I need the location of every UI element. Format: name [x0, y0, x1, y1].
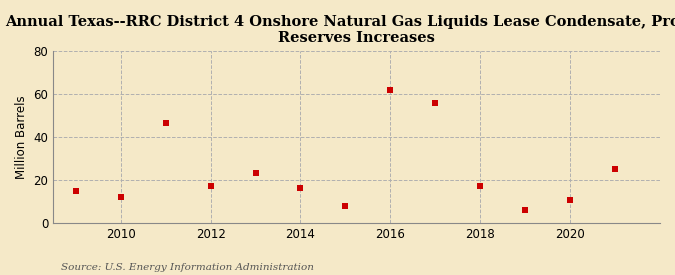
Y-axis label: Million Barrels: Million Barrels [15, 95, 28, 178]
Title: Annual Texas--RRC District 4 Onshore Natural Gas Liquids Lease Condensate, Prove: Annual Texas--RRC District 4 Onshore Nat… [5, 15, 675, 45]
Point [250, 171, 261, 175]
Point [475, 184, 485, 188]
Point [70, 188, 81, 193]
Text: Source: U.S. Energy Information Administration: Source: U.S. Energy Information Administ… [61, 263, 314, 272]
Point [430, 101, 441, 106]
Point [340, 204, 351, 208]
Point [565, 198, 576, 202]
Point [385, 88, 396, 93]
Point [610, 167, 620, 171]
Point [160, 120, 171, 125]
Point [295, 186, 306, 191]
Point [115, 195, 126, 199]
Point [205, 184, 216, 188]
Point [520, 208, 531, 212]
